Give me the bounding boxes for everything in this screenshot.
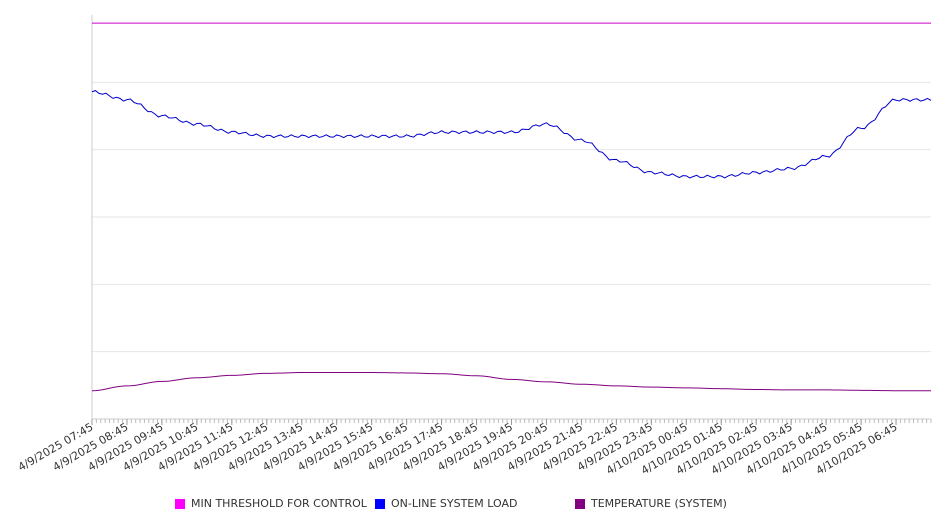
legend: MIN THRESHOLD FOR CONTROL ON-LINE SYSTEM… xyxy=(0,497,946,515)
legend-item-temperature: TEMPERATURE (SYSTEM) xyxy=(575,497,727,510)
legend-label-temperature: TEMPERATURE (SYSTEM) xyxy=(591,497,727,510)
grid xyxy=(92,81,931,353)
legend-item-min-threshold: MIN THRESHOLD FOR CONTROL xyxy=(175,497,367,510)
legend-label-min-threshold: MIN THRESHOLD FOR CONTROL xyxy=(191,497,367,510)
series-line-temperature xyxy=(91,372,931,392)
x-tick-labels: 4/9/2025 07:454/9/2025 08:454/9/2025 09:… xyxy=(16,419,900,477)
series-line-system-load xyxy=(91,90,932,179)
legend-swatch-temperature xyxy=(575,498,585,509)
legend-label-system-load: ON-LINE SYSTEM LOAD xyxy=(391,497,518,510)
series-layer xyxy=(91,22,932,392)
axes xyxy=(91,15,932,423)
legend-swatch-min-threshold xyxy=(175,498,185,509)
legend-item-system-load: ON-LINE SYSTEM LOAD xyxy=(375,497,517,510)
legend-swatch-system-load xyxy=(375,498,385,509)
